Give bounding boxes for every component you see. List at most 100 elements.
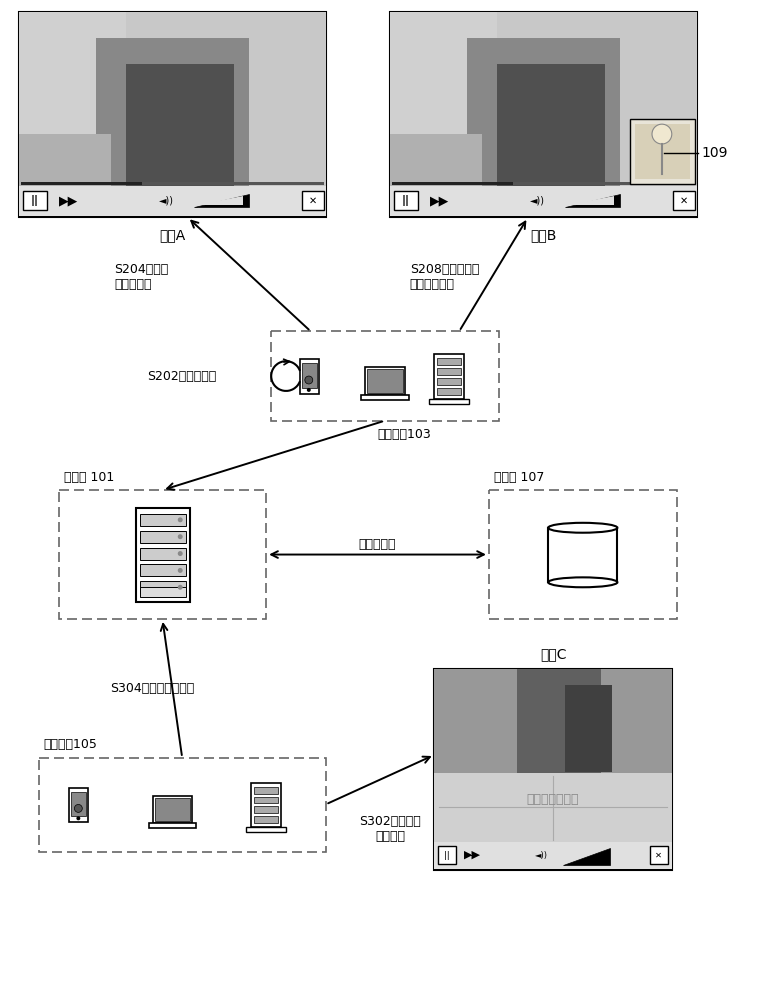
Circle shape (178, 585, 183, 590)
Bar (302, 191, 324, 210)
Bar (139, 531, 186, 543)
Bar (548, 528, 617, 582)
Bar (437, 378, 461, 385)
Text: ||: || (444, 851, 450, 860)
Text: 存储或读取: 存储或读取 (358, 538, 395, 551)
Bar (437, 358, 461, 365)
Bar (246, 827, 286, 832)
Text: S208播放接收到
的流媒体信息: S208播放接收到 的流媒体信息 (410, 263, 479, 291)
Bar (136, 508, 190, 602)
Bar (39, 758, 325, 852)
Text: ▶▶: ▶▶ (430, 194, 449, 207)
Bar (636, 124, 690, 179)
Bar (498, 64, 604, 186)
Bar (72, 792, 86, 816)
Bar (390, 12, 498, 186)
Bar (430, 399, 469, 404)
Text: ▶▶: ▶▶ (463, 850, 481, 860)
Bar (255, 806, 278, 813)
Text: 界面A: 界面A (159, 228, 185, 242)
Bar (630, 119, 694, 184)
Bar (437, 388, 461, 395)
Bar (139, 564, 186, 576)
Text: 用户终端105: 用户终端105 (43, 738, 98, 751)
Bar (434, 354, 464, 399)
Bar (19, 186, 325, 217)
Ellipse shape (548, 523, 617, 533)
Bar (488, 490, 677, 619)
Circle shape (178, 568, 183, 573)
Text: 界面C: 界面C (539, 648, 566, 662)
Text: 服务器 101: 服务器 101 (63, 471, 114, 484)
Bar (517, 669, 600, 773)
Text: S302播放目标
媒体信息: S302播放目标 媒体信息 (359, 815, 421, 843)
Text: 109: 109 (702, 146, 728, 160)
Bar (390, 186, 696, 217)
Polygon shape (562, 848, 610, 865)
Bar (434, 669, 672, 773)
Bar (255, 797, 278, 803)
Text: S204播放目
标媒体信息: S204播放目 标媒体信息 (114, 263, 168, 291)
Text: ▶▶: ▶▶ (59, 194, 78, 207)
Text: S202加入观影间: S202加入观影间 (148, 370, 217, 383)
Text: 选择您的信息源: 选择您的信息源 (527, 793, 579, 806)
Circle shape (178, 551, 183, 556)
Bar (367, 369, 403, 393)
Polygon shape (565, 194, 620, 207)
Bar (673, 191, 694, 210)
Bar (392, 182, 513, 185)
Bar (152, 796, 192, 823)
Text: 界面B: 界面B (530, 228, 556, 242)
Text: ◄)): ◄)) (530, 196, 545, 206)
Bar (390, 134, 482, 186)
Text: S304发送流媒体信息: S304发送流媒体信息 (110, 682, 194, 695)
Bar (466, 38, 620, 186)
Bar (69, 788, 88, 822)
Circle shape (305, 376, 312, 384)
Text: ✕: ✕ (655, 851, 662, 860)
Text: 用户终端103: 用户终端103 (378, 428, 431, 441)
Text: ||: || (30, 195, 39, 206)
Bar (394, 191, 418, 210)
Bar (139, 587, 186, 597)
Circle shape (178, 534, 183, 539)
Ellipse shape (548, 577, 617, 587)
Bar (300, 359, 319, 394)
Bar (149, 823, 196, 828)
Bar (59, 490, 266, 619)
Polygon shape (196, 196, 243, 205)
Text: ✕: ✕ (309, 196, 317, 206)
Bar (21, 182, 142, 185)
Bar (302, 363, 317, 388)
Text: ◄)): ◄)) (158, 196, 174, 206)
Circle shape (652, 124, 672, 144)
Polygon shape (194, 194, 249, 207)
Bar (437, 368, 461, 375)
Circle shape (307, 388, 311, 392)
Bar (155, 798, 190, 821)
Text: 数据库 107: 数据库 107 (494, 471, 544, 484)
Bar (434, 842, 672, 870)
Bar (19, 12, 325, 217)
Bar (139, 581, 186, 593)
Bar (361, 395, 408, 400)
Bar (565, 685, 613, 772)
Text: ◄)): ◄)) (535, 851, 548, 860)
Bar (21, 182, 324, 185)
Bar (434, 773, 672, 842)
Bar (19, 12, 325, 186)
Bar (650, 846, 668, 864)
Text: ✕: ✕ (680, 196, 688, 206)
Bar (19, 12, 126, 186)
Bar (251, 783, 281, 827)
Bar (255, 816, 278, 823)
Circle shape (76, 816, 80, 820)
Bar (255, 787, 278, 794)
Bar (438, 846, 456, 864)
Bar (365, 367, 405, 395)
Circle shape (178, 517, 183, 522)
Bar (271, 331, 498, 421)
Circle shape (75, 804, 82, 812)
Bar (96, 38, 249, 186)
Text: ||: || (402, 195, 410, 206)
